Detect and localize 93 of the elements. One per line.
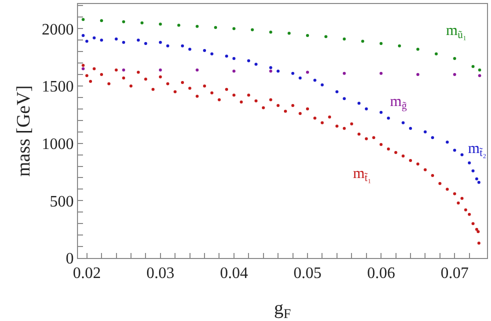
x-axis-title: g$_{F}$	[274, 298, 291, 321]
point	[324, 35, 328, 38]
point	[306, 34, 310, 38]
point	[288, 32, 291, 35]
point	[82, 67, 85, 70]
point	[166, 44, 170, 48]
point	[92, 36, 96, 40]
point	[269, 70, 272, 73]
point	[158, 22, 162, 26]
series-label: m$_{t̃₁}$	[353, 166, 372, 184]
point	[431, 136, 434, 140]
point	[386, 116, 390, 120]
y-tick-label: 1000	[42, 136, 74, 153]
point	[291, 72, 294, 75]
point	[453, 56, 456, 60]
x-tick-label: 0.06	[367, 265, 396, 282]
point	[477, 180, 480, 184]
point	[82, 18, 85, 21]
point	[298, 76, 302, 80]
point	[380, 110, 383, 114]
point	[478, 74, 482, 78]
point	[434, 52, 438, 56]
point	[320, 83, 324, 86]
point	[269, 30, 272, 34]
point	[100, 38, 104, 42]
point	[335, 90, 338, 94]
point	[380, 72, 383, 75]
point	[254, 62, 258, 66]
point	[342, 72, 346, 75]
point	[196, 24, 199, 28]
point	[276, 70, 280, 73]
point	[140, 21, 144, 24]
point	[122, 68, 126, 72]
point	[472, 65, 475, 68]
point	[180, 44, 184, 48]
point	[158, 40, 162, 44]
y-tick-label: 0	[66, 250, 74, 268]
point	[250, 28, 254, 32]
point	[468, 161, 471, 164]
point	[416, 48, 420, 51]
point	[214, 26, 218, 30]
x-tick-label: 0.03	[146, 265, 174, 282]
point	[342, 97, 346, 100]
point	[342, 37, 346, 40]
point	[247, 59, 250, 62]
y-axis-title: mass [GeV]	[14, 85, 35, 177]
point	[196, 68, 199, 72]
point	[478, 68, 482, 72]
point	[136, 38, 140, 42]
point	[232, 70, 236, 73]
point	[364, 107, 368, 110]
point	[177, 24, 180, 27]
point	[122, 40, 126, 44]
point	[416, 73, 420, 76]
point	[313, 78, 316, 82]
point	[232, 56, 236, 60]
x-tick-label: 0.05	[294, 265, 322, 282]
point	[114, 37, 118, 40]
x-tick-label: 0.02	[72, 265, 101, 282]
point	[85, 40, 88, 43]
point	[306, 70, 310, 74]
y-tick-label: 500	[50, 193, 74, 210]
point	[380, 42, 383, 46]
point	[475, 177, 478, 180]
point	[446, 140, 449, 144]
point	[144, 42, 148, 46]
point	[361, 40, 364, 43]
series-label: m$_{ũ₁}$	[446, 23, 467, 42]
point	[269, 66, 272, 70]
point	[82, 34, 85, 38]
point	[203, 48, 206, 52]
point	[225, 54, 228, 58]
x-tick-label: 0.07	[440, 265, 469, 282]
point	[122, 20, 126, 24]
point	[398, 44, 401, 48]
point	[453, 148, 456, 152]
x-tick-label: 0.04	[220, 265, 248, 282]
point	[460, 153, 464, 156]
point	[210, 52, 214, 56]
point	[424, 130, 427, 134]
point	[402, 121, 405, 124]
point	[232, 27, 236, 30]
point	[188, 48, 192, 51]
point	[100, 19, 104, 22]
point	[453, 73, 456, 76]
point	[358, 102, 360, 105]
series-label: m$_{g̃}$	[390, 94, 408, 112]
point	[472, 169, 475, 172]
y-tick-label: 1500	[42, 78, 74, 96]
y-tick-label: 2000	[42, 21, 74, 38]
series-label: m$_{t̃₂}$	[468, 141, 487, 160]
point	[409, 126, 412, 130]
point	[158, 68, 162, 72]
